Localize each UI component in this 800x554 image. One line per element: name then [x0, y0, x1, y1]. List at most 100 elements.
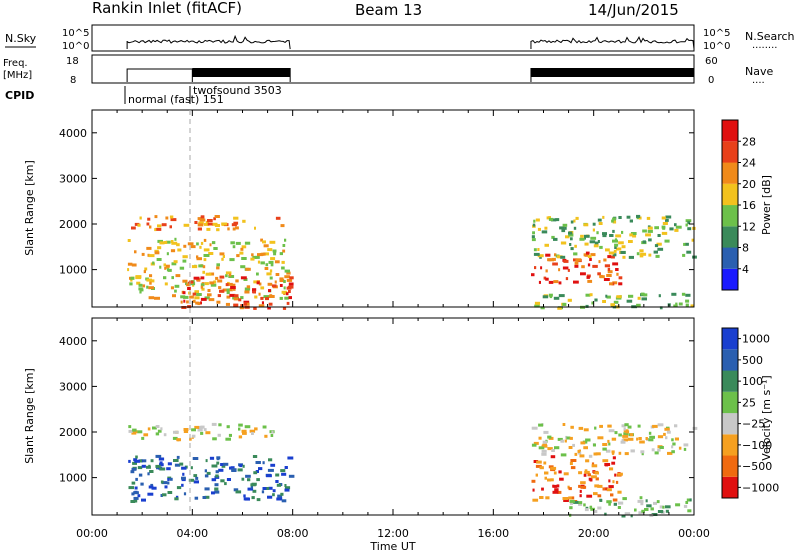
power-scatter-cell — [228, 288, 233, 292]
power-scatter-cell — [574, 244, 577, 248]
velocity-scatter-cell — [611, 451, 615, 455]
power-scatter-cell — [204, 296, 210, 300]
power-scatter-cell — [213, 280, 217, 284]
power-scatter-cell — [636, 252, 640, 256]
power-scatter-cell — [129, 276, 132, 280]
power-scatter-cell — [216, 266, 220, 270]
power-scatter-cell — [127, 239, 131, 242]
power-scatter-cell — [557, 306, 562, 310]
power-scatter-cell — [626, 299, 633, 303]
power-scatter-cell — [288, 296, 292, 300]
power-scatter-cell — [531, 238, 536, 242]
power-scatter-cell — [147, 253, 150, 257]
power-scatter-cell — [157, 246, 162, 250]
power-scatter-cell — [195, 301, 199, 305]
power-scatter-cell — [246, 285, 251, 289]
velocity-scatter-cell — [238, 435, 243, 439]
velocity-scatter-cell — [569, 506, 573, 510]
power-scatter-cell — [661, 216, 666, 220]
power-scatter-cell — [149, 274, 153, 278]
velocity-scatter-cell — [176, 438, 181, 442]
velocity-scatter-cell — [634, 508, 637, 512]
power-scatter-cell — [550, 218, 557, 222]
power-scatter-cell — [287, 285, 292, 289]
cpid-normal-label: normal (fast) 151 — [128, 93, 224, 106]
freq-tick-bottom: 8 — [70, 75, 76, 86]
power-scatter-cell — [242, 219, 246, 223]
velocity-scatter-cell — [612, 480, 615, 484]
power-scatter-cell — [602, 215, 605, 219]
power-scatter-cell — [157, 224, 162, 228]
date-label: 14/Jun/2015 — [588, 1, 679, 19]
power-scatter-cell — [589, 293, 593, 297]
power-scatter-cell — [573, 252, 578, 256]
power-scatter-cell — [685, 303, 689, 307]
velocity-colorbar-tick-label: −500 — [742, 460, 772, 473]
power-scatter-cell — [239, 251, 244, 255]
velocity-scatter-cell — [267, 468, 274, 472]
velocity-scatter-cell — [256, 478, 260, 482]
power-scatter-cell — [581, 265, 585, 269]
power-scatter-cell — [196, 255, 199, 259]
power-data — [127, 214, 697, 310]
power-scatter-cell — [213, 217, 216, 221]
power-scatter-cell — [200, 283, 205, 287]
x-tick-label: 20:00 — [578, 527, 610, 540]
power-scatter-cell — [188, 281, 191, 285]
velocity-scatter-cell — [539, 466, 544, 470]
power-scatter-cell — [648, 253, 652, 257]
velocity-scatter-cell — [276, 483, 282, 487]
power-scatter-cell — [241, 257, 247, 260]
power-scatter-cell — [618, 282, 623, 286]
velocity-scatter-cell — [174, 463, 181, 467]
power-scatter-cell — [548, 216, 551, 220]
power-scatter-cell — [602, 300, 606, 303]
power-scatter-cell — [194, 221, 198, 224]
velocity-scatter-cell — [155, 432, 160, 436]
power-scatter-cell — [597, 218, 602, 222]
power-scatter-cell — [239, 306, 245, 310]
power-scatter-cell — [597, 240, 600, 243]
power-scatter-cell — [270, 257, 276, 261]
power-scatter-cell — [263, 252, 269, 256]
noise-tick-right-bottom: 10^0 — [703, 41, 730, 52]
velocity-scatter-cell — [281, 499, 287, 503]
power-scatter-cell — [205, 220, 209, 224]
power-scatter-cell — [585, 251, 590, 255]
velocity-scatter-cell — [568, 446, 573, 449]
velocity-scatter-cell — [630, 449, 635, 453]
power-colorbar-segment — [722, 141, 738, 163]
power-scatter-cell — [288, 282, 294, 286]
power-scatter-cell — [573, 226, 577, 230]
velocity-scatter-cell — [578, 502, 583, 506]
power-colorbar-segment — [722, 120, 738, 142]
power-scatter-cell — [580, 272, 586, 276]
power-scatter-cell — [657, 247, 664, 251]
power-scatter-cell — [208, 252, 214, 255]
power-scatter-cell — [283, 280, 286, 283]
velocity-scatter-cell — [624, 512, 631, 516]
power-scatter-cell — [647, 226, 653, 230]
power-scatter-cell — [545, 277, 549, 281]
velocity-scatter-cell — [172, 436, 178, 440]
power-scatter-cell — [154, 296, 160, 300]
power-scatter-cell — [211, 241, 216, 245]
power-scatter-cell — [194, 290, 199, 294]
power-scatter-cell — [269, 276, 273, 280]
velocity-scatter-cell — [573, 500, 579, 504]
velocity-scatter-cell — [587, 473, 591, 477]
power-scatter-cell — [596, 231, 599, 235]
velocity-scatter-cell — [176, 486, 182, 490]
power-scatter-cell — [154, 228, 157, 232]
power-scatter-cell — [636, 214, 641, 218]
velocity-scatter-cell — [134, 459, 140, 463]
power-scatter-cell — [594, 298, 598, 302]
velocity-scatter-cell — [220, 479, 225, 483]
power-scatter-cell — [154, 251, 160, 255]
velocity-scatter-cell — [181, 466, 187, 470]
power-scatter-cell — [266, 272, 272, 276]
velocity-scatter-cell — [594, 471, 599, 475]
power-scatter-cell — [149, 225, 152, 229]
velocity-scatter-cell — [586, 494, 593, 498]
power-scatter-cell — [265, 263, 269, 267]
